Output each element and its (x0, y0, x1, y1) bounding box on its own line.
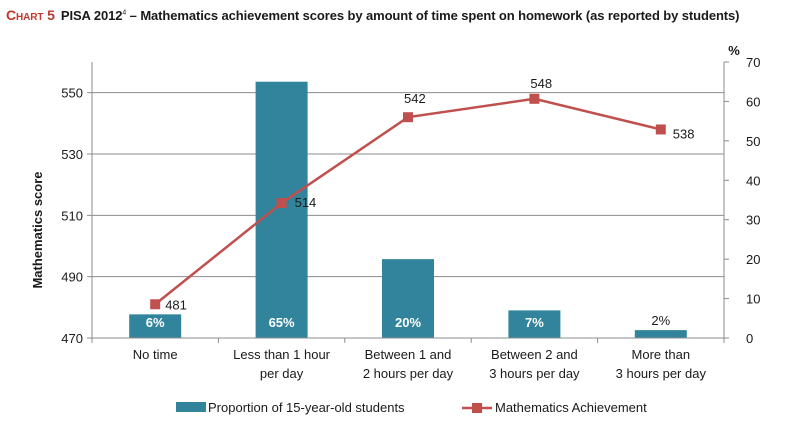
bar (634, 330, 687, 338)
y2-tick-label: 0 (746, 331, 753, 346)
legend-label-bars: Proportion of 15-year-old students (208, 400, 405, 415)
y-tick-label: 510 (61, 208, 83, 223)
title-footnote-marker: 4 (122, 9, 127, 17)
score-label: 548 (530, 76, 552, 91)
y2-tick-label: 70 (746, 55, 760, 70)
bar-label: 6% (146, 315, 165, 330)
category-label: Between 1 and 2 hours per day (363, 347, 454, 381)
score-marker (529, 93, 540, 104)
y-tick-labels: 470 490 510 530 550 (61, 86, 83, 346)
y2-tick-label: 60 (746, 94, 760, 109)
score-marker (403, 112, 413, 123)
bar-label: 7% (525, 315, 544, 330)
title-prefix: PISA 2012 (60, 8, 123, 23)
bars (129, 81, 687, 338)
legend-swatch-bars (176, 402, 206, 412)
y2-tick-label: 10 (746, 292, 760, 307)
score-marker (655, 124, 666, 135)
y-axis-label: Mathematics score (30, 171, 45, 288)
y2-tick-label: 50 (746, 134, 760, 149)
bar-label: 20% (395, 315, 421, 330)
y-tick-label: 490 (61, 270, 83, 285)
y2-axis-label: % (728, 43, 740, 58)
score-label: 542 (404, 91, 426, 106)
legend: Proportion of 15-year-old students Mathem… (176, 400, 647, 415)
bar (255, 81, 308, 338)
score-marker (276, 198, 287, 209)
y-tick-label: 470 (61, 331, 83, 346)
category-label: More than 3 hours per day (616, 347, 707, 381)
title-text: – Mathematics achievement scores by amou… (126, 8, 740, 23)
score-label: 481 (165, 297, 187, 312)
y2-tick-label: 20 (746, 252, 760, 267)
legend-label-line: Mathematics Achievement (495, 400, 647, 415)
category-label: No time (133, 347, 178, 362)
score-line (150, 93, 666, 310)
chart-number: Chart 5 (6, 7, 55, 23)
y2-tick-labels: 0 10 20 30 40 50 60 70 (746, 55, 760, 346)
bar (129, 314, 182, 338)
score-marker (150, 299, 161, 310)
bar-labels: 6% 65% 20% 7% 2% (146, 313, 671, 330)
axes (87, 61, 729, 343)
y-tick-label: 550 (61, 86, 83, 101)
bar (508, 310, 561, 338)
legend-marker (472, 403, 482, 413)
bar-label: 2% (651, 313, 670, 328)
bar (382, 259, 434, 338)
score-label: 514 (295, 195, 317, 210)
bar-label: 65% (269, 315, 295, 330)
chart-title: Chart 5 PISA 20124 – Mathematics achievem… (6, 7, 739, 23)
score-label: 538 (673, 126, 695, 141)
y-tick-label: 530 (61, 147, 83, 162)
y2-tick-label: 30 (746, 213, 760, 228)
y2-tick-label: 40 (746, 173, 760, 188)
category-label: Less than 1 hour per day (233, 347, 331, 381)
category-label: Between 2 and 3 hours per day (489, 347, 580, 381)
score-labels: 481 514 542 548 538 (165, 76, 694, 312)
category-labels: No time Less than 1 hour per day Between 1 … (133, 347, 707, 381)
